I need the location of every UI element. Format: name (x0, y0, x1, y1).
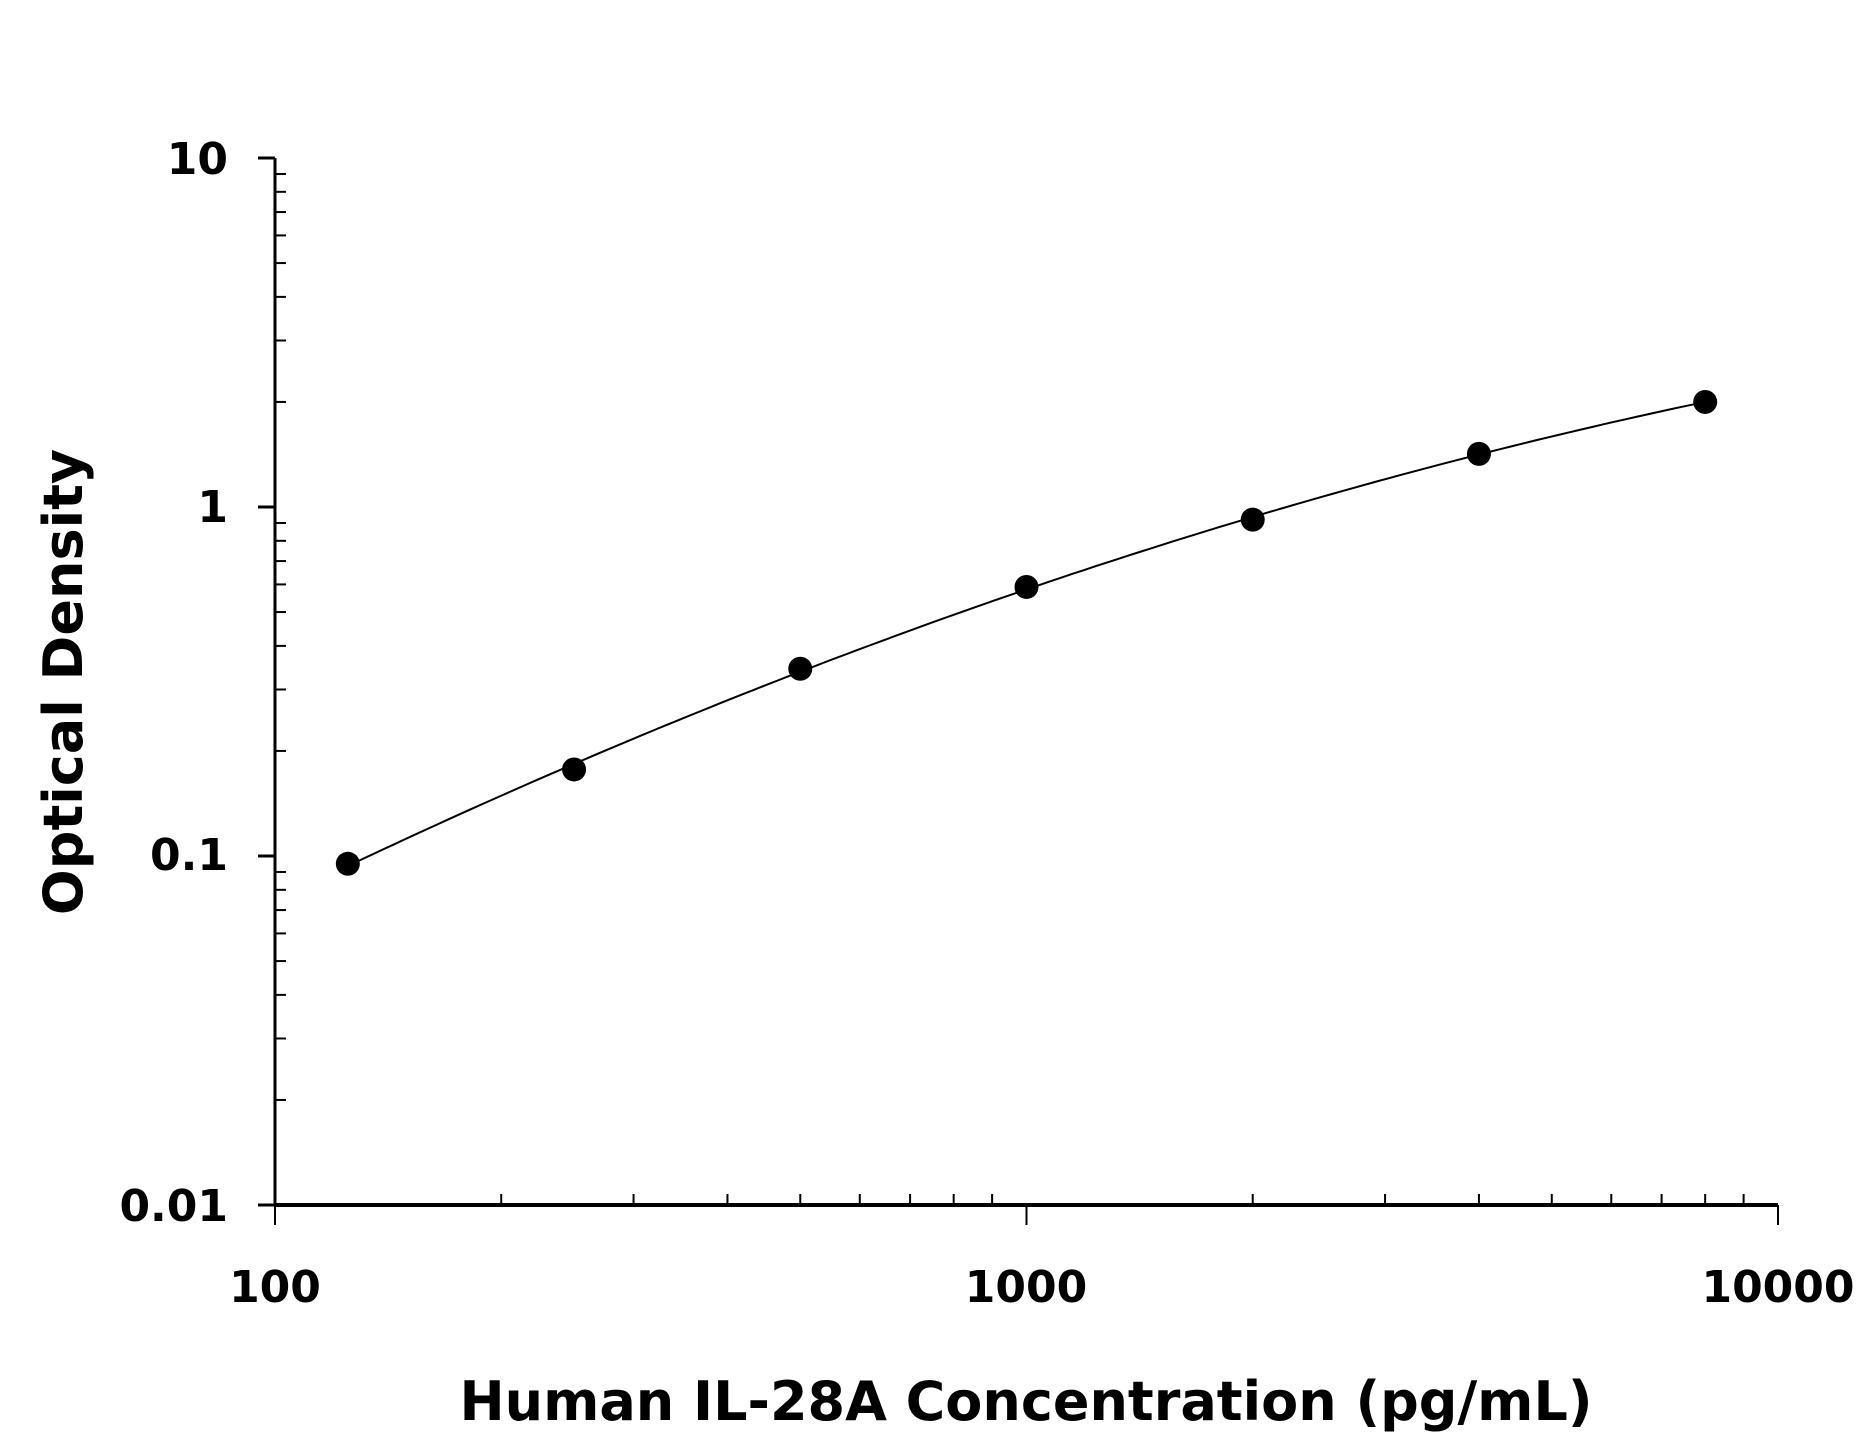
y-tick-label-0.01: 0.01 (119, 1181, 228, 1232)
y-axis-title: Optical Density (32, 449, 95, 915)
data-point (562, 757, 587, 782)
data-point (1014, 574, 1039, 599)
data-point (1240, 507, 1265, 532)
data-point (788, 656, 813, 681)
axes (258, 156, 1779, 1225)
data-point (1693, 389, 1718, 414)
x-tick-label-1000: 1000 (965, 1262, 1087, 1313)
fit-curve-group (347, 400, 1706, 867)
x-tick-label-10000: 10000 (1701, 1262, 1854, 1313)
x-tick-label-100: 100 (229, 1262, 321, 1313)
y-tick-label-10: 10 (167, 134, 228, 185)
x-axis-title: Human IL-28A Concentration (pg/mL) (459, 1370, 1592, 1433)
data-point (335, 851, 360, 876)
data-points (335, 389, 1718, 876)
fit-curve-line (347, 400, 1706, 867)
data-point (1466, 441, 1491, 466)
y-tick-label-1: 1 (197, 482, 228, 533)
y-tick-label-0.1: 0.1 (150, 830, 228, 881)
